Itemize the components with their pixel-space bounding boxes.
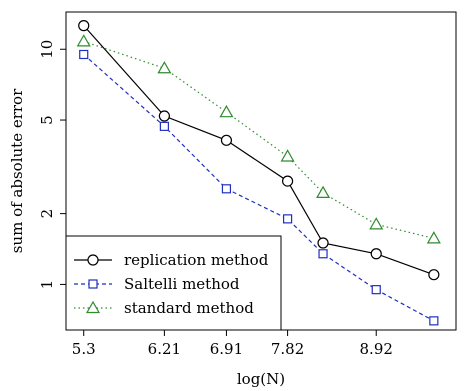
legend-label: Saltelli method [124, 275, 240, 293]
data-point [281, 175, 294, 187]
y-axis: 1 2 5 10 [38, 40, 66, 289]
data-point [426, 231, 441, 244]
y-tick-label: 1 [38, 280, 56, 290]
x-tick-label: 6.91 [210, 340, 243, 358]
data-point [219, 104, 234, 118]
x-tick-label: 5.3 [72, 340, 96, 358]
data-point [220, 134, 233, 146]
data-point [317, 237, 329, 249]
legend-label: standard method [124, 299, 254, 317]
y-tick-label: 5 [38, 115, 56, 125]
legend-marker [87, 254, 99, 266]
data-point [318, 249, 328, 259]
y-tick-label: 2 [38, 209, 56, 219]
x-axis-label: log(N) [237, 370, 285, 388]
data-point [428, 269, 440, 281]
series-layer [76, 20, 441, 326]
x-tick-label: 8.92 [360, 340, 393, 358]
data-point [370, 248, 382, 260]
series-triangle [76, 34, 441, 244]
x-tick-label: 6.21 [148, 340, 181, 358]
data-point [157, 61, 172, 74]
legend-label: replication method [124, 251, 269, 269]
series-line [83, 40, 434, 239]
data-point [371, 285, 381, 295]
legend-marker [85, 300, 101, 314]
x-axis: 5.3 6.21 6.91 7.82 8.92 [72, 330, 393, 358]
y-tick-label: 10 [38, 40, 56, 59]
data-point [282, 214, 293, 224]
y-axis-label: sum of absolute error [8, 88, 26, 253]
x-tick-label: 7.82 [271, 340, 304, 358]
data-point [280, 149, 295, 162]
legend-box [65, 235, 282, 331]
data-point [78, 20, 90, 32]
data-point [79, 49, 89, 60]
data-point [429, 316, 439, 326]
data-point [369, 217, 384, 230]
data-point [159, 121, 169, 131]
data-point [76, 34, 91, 47]
series-circle [78, 20, 440, 281]
series-square [79, 49, 439, 326]
legend-marker [88, 279, 98, 289]
data-point [158, 110, 170, 122]
data-point [316, 185, 331, 198]
data-point [221, 184, 232, 194]
legend: replication method Saltelli method standar… [65, 235, 282, 331]
